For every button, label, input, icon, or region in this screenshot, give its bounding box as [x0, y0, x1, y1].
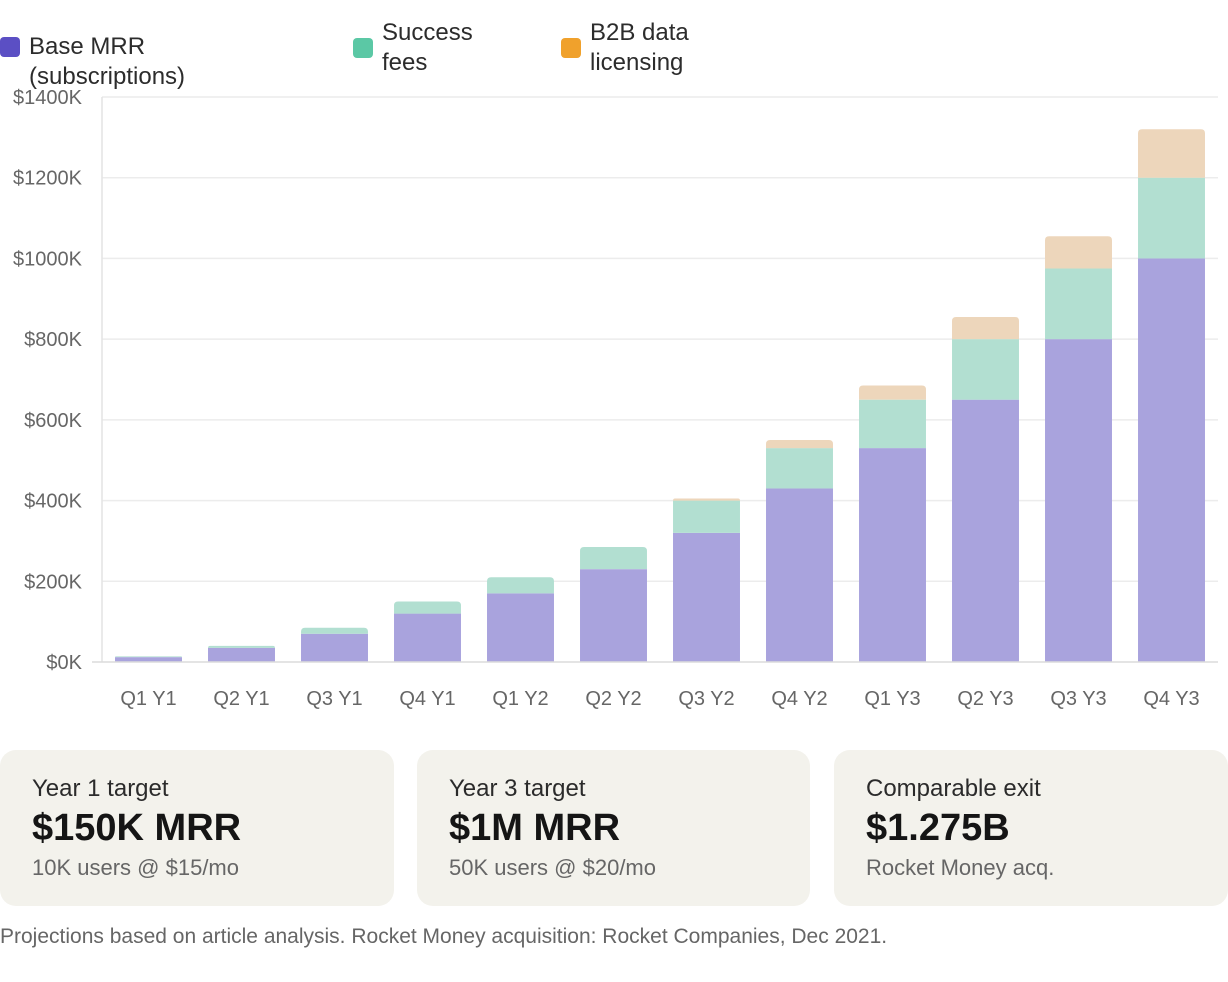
x-tick-label: Q3 Y2: [678, 688, 734, 710]
bar-success-fees[interactable]: [301, 627, 368, 634]
bar-success-fees[interactable]: [766, 448, 833, 489]
bar-base-mrr[interactable]: [952, 399, 1019, 662]
legend-swatch-b2b-licensing: [561, 38, 581, 58]
gridlines: [102, 96, 1218, 583]
y-tick-label: $0K: [46, 652, 82, 674]
bar-base-mrr[interactable]: [487, 593, 554, 662]
bar-success-fees[interactable]: [394, 601, 461, 614]
footnote: Projections based on article analysis. R…: [0, 925, 888, 948]
card-subtext: 10K users @ $15/mo: [32, 855, 239, 880]
card-value: $150K MRR: [32, 807, 242, 849]
y-tick-label: $600K: [24, 410, 82, 432]
card-subtext: 50K users @ $20/mo: [449, 855, 656, 880]
y-tick-label: $200K: [24, 571, 82, 593]
legend-label-success-fees: Success fees: [382, 19, 473, 76]
x-tick-label: Q2 Y3: [957, 688, 1013, 710]
bar-b2b-licensing[interactable]: [1045, 236, 1112, 269]
y-axis-tick-labels: $0K $200K $400K $600K $800K $1000K $1200K $1400…: [13, 87, 83, 674]
bar-b2b-licensing[interactable]: [673, 498, 740, 501]
bar-success-fees[interactable]: [115, 656, 182, 658]
bar-success-fees[interactable]: [952, 339, 1019, 400]
bar-base-mrr[interactable]: [580, 569, 647, 662]
card-label: Year 1 target: [32, 775, 169, 802]
year-3-target-card: Year 3 target $1M MRR 50K users @ $20/mo: [417, 750, 810, 906]
legend-item-b2b-licensing[interactable]: B2B data licensing: [561, 18, 720, 78]
x-tick-label: Q2 Y1: [213, 688, 269, 710]
x-tick-label: Q3 Y1: [306, 688, 362, 710]
card-label: Comparable exit: [866, 775, 1041, 802]
bar-success-fees[interactable]: [673, 500, 740, 533]
bar-b2b-licensing[interactable]: [859, 385, 926, 400]
y-tick-label: $1000K: [13, 248, 83, 270]
bar-base-mrr[interactable]: [115, 657, 182, 662]
y-tick-label: $1200K: [13, 168, 83, 190]
bar-base-mrr[interactable]: [673, 532, 740, 662]
card-label: Year 3 target: [449, 775, 586, 802]
card-value: $1.275B: [866, 807, 1010, 849]
bar-b2b-licensing[interactable]: [766, 440, 833, 449]
x-axis-tick-labels: Q1 Y1 Q2 Y1 Q3 Y1 Q4 Y1 Q1 Y2 Q2 Y2 Q3 Y2 Q4 Y2…: [120, 688, 1199, 710]
x-tick-label: Q1 Y3: [864, 688, 920, 710]
card-value: $1M MRR: [449, 807, 621, 849]
axes: [92, 97, 1218, 663]
bar-base-mrr[interactable]: [1045, 339, 1112, 662]
x-tick-label: Q1 Y1: [120, 688, 176, 710]
legend-swatch-base-mrr: [0, 37, 20, 57]
card-subtext: Rocket Money acq.: [866, 855, 1055, 880]
bar-success-fees[interactable]: [859, 399, 926, 449]
bar-base-mrr[interactable]: [301, 633, 368, 662]
y-tick-label: $800K: [24, 329, 82, 351]
year-1-target-card: Year 1 target $150K MRR 10K users @ $15/…: [0, 750, 394, 906]
bar-base-mrr[interactable]: [859, 448, 926, 662]
y-tick-label: $1400K: [13, 87, 83, 109]
bars: [115, 129, 1205, 662]
legend-label-b2b-licensing: B2B data licensing: [590, 19, 689, 76]
y-tick-label: $400K: [24, 491, 82, 513]
summary-cards: Year 1 target $150K MRR 10K users @ $15/…: [0, 750, 1228, 906]
x-tick-label: Q3 Y3: [1050, 688, 1106, 710]
bar-base-mrr[interactable]: [1138, 258, 1205, 662]
x-tick-label: Q1 Y2: [492, 688, 548, 710]
bar-success-fees[interactable]: [208, 645, 275, 648]
x-tick-label: Q2 Y2: [585, 688, 641, 710]
bar-base-mrr[interactable]: [394, 613, 461, 662]
bar-base-mrr[interactable]: [766, 488, 833, 662]
bar-success-fees[interactable]: [1138, 177, 1205, 259]
x-tick-label: Q4 Y1: [399, 688, 455, 710]
x-tick-label: Q4 Y3: [1143, 688, 1199, 710]
legend-label-base-mrr: Base MRR (subscriptions): [29, 33, 186, 90]
bar-base-mrr[interactable]: [208, 647, 275, 662]
bar-b2b-licensing[interactable]: [952, 316, 1019, 340]
bar-success-fees[interactable]: [487, 577, 554, 594]
bar-success-fees[interactable]: [580, 546, 647, 570]
bar-success-fees[interactable]: [1045, 268, 1112, 340]
stacked-bar-chart: $0K $200K $400K $600K $800K $1000K $1200K $1400…: [13, 87, 1218, 710]
legend-item-base-mrr[interactable]: Base MRR (subscriptions): [0, 32, 185, 92]
x-tick-label: Q4 Y2: [771, 688, 827, 710]
legend-swatch-success-fees: [353, 38, 373, 58]
comparable-exit-card: Comparable exit $1.275B Rocket Money acq…: [834, 750, 1228, 906]
bar-b2b-licensing[interactable]: [1138, 129, 1205, 178]
legend-item-success-fees[interactable]: Success fees: [353, 18, 492, 78]
